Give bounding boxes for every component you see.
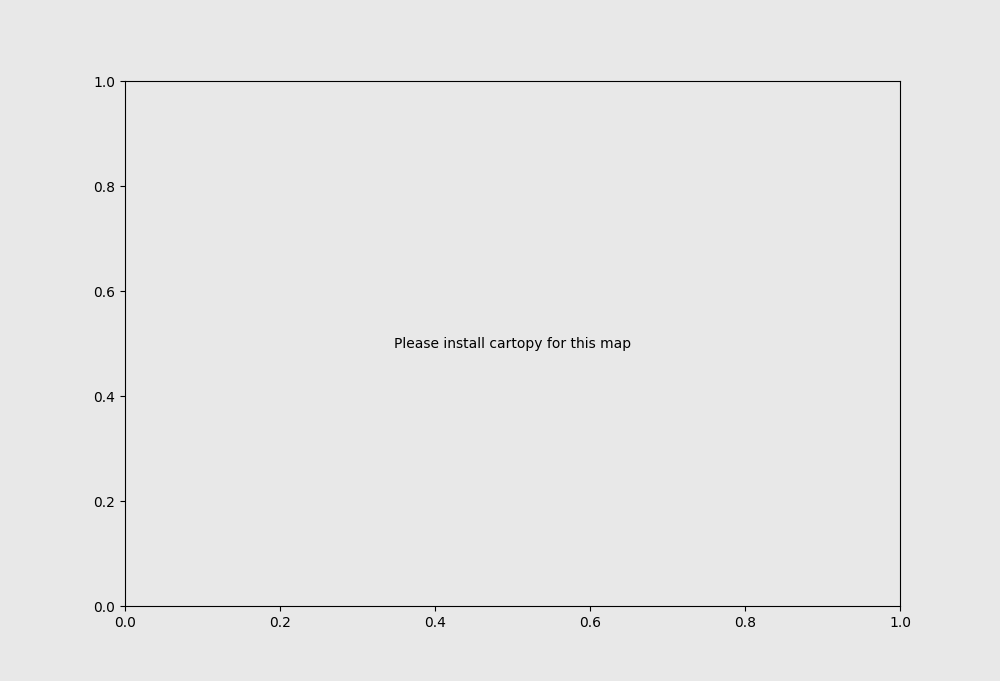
Text: Please install cartopy for this map: Please install cartopy for this map [394, 337, 631, 351]
